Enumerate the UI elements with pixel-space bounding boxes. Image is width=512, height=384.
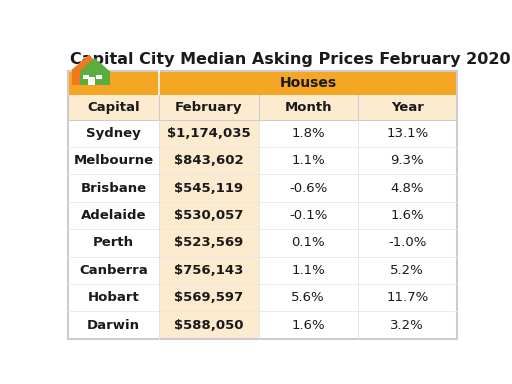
Text: $523,569: $523,569 (174, 237, 244, 250)
Text: $756,143: $756,143 (174, 264, 244, 277)
Text: Perth: Perth (93, 237, 134, 250)
Text: Brisbane: Brisbane (80, 182, 147, 195)
Text: -0.6%: -0.6% (289, 182, 327, 195)
Text: -1.0%: -1.0% (388, 237, 426, 250)
Text: 1.6%: 1.6% (291, 319, 325, 332)
Bar (80, 71, 110, 84)
Bar (68, 120, 159, 147)
Bar (358, 202, 457, 229)
Bar (358, 284, 457, 311)
Bar (96, 75, 102, 79)
Bar (259, 202, 358, 229)
Bar (259, 120, 358, 147)
Bar (358, 257, 457, 284)
Bar (68, 257, 159, 284)
Text: Capital: Capital (88, 101, 140, 114)
Bar (259, 284, 358, 311)
Text: -0.1%: -0.1% (289, 209, 327, 222)
Text: 9.3%: 9.3% (391, 154, 424, 167)
Bar (259, 147, 358, 174)
Bar (68, 147, 159, 174)
Text: Month: Month (284, 101, 332, 114)
Bar (159, 202, 259, 229)
Bar (358, 120, 457, 147)
Text: 1.6%: 1.6% (391, 209, 424, 222)
Bar (88, 77, 95, 84)
Bar (68, 229, 159, 257)
Text: 13.1%: 13.1% (386, 127, 429, 140)
Text: February: February (175, 101, 243, 114)
Bar (159, 284, 259, 311)
Text: Hobart: Hobart (88, 291, 140, 304)
Text: $569,597: $569,597 (175, 291, 244, 304)
Bar (68, 284, 159, 311)
Bar (358, 311, 457, 339)
Text: 5.2%: 5.2% (390, 264, 424, 277)
Bar (72, 69, 105, 84)
Polygon shape (72, 55, 105, 70)
Text: Capital City Median Asking Prices February 2020: Capital City Median Asking Prices Februa… (70, 52, 510, 67)
Bar (358, 147, 457, 174)
Text: $1,174,035: $1,174,035 (167, 127, 251, 140)
Text: Adelaide: Adelaide (81, 209, 146, 222)
Bar (68, 174, 159, 202)
Text: Houses: Houses (280, 76, 337, 90)
Text: Melbourne: Melbourne (74, 154, 154, 167)
Bar (358, 96, 457, 120)
Text: $530,057: $530,057 (174, 209, 244, 222)
Text: 4.8%: 4.8% (391, 182, 424, 195)
Bar (159, 147, 259, 174)
Bar (68, 71, 159, 96)
Text: Year: Year (391, 101, 424, 114)
Polygon shape (80, 58, 110, 71)
Text: Sydney: Sydney (87, 127, 141, 140)
Bar (259, 174, 358, 202)
Bar (68, 202, 159, 229)
Bar (68, 311, 159, 339)
Bar (159, 96, 259, 120)
Bar (159, 229, 259, 257)
Text: 3.2%: 3.2% (390, 319, 424, 332)
Bar (82, 75, 89, 79)
Bar (259, 257, 358, 284)
Bar (68, 96, 159, 120)
Text: $588,050: $588,050 (174, 319, 244, 332)
Bar (358, 229, 457, 257)
Bar (358, 174, 457, 202)
Text: $843,602: $843,602 (174, 154, 244, 167)
Bar (159, 174, 259, 202)
Bar (259, 96, 358, 120)
Text: 5.6%: 5.6% (291, 291, 325, 304)
Bar (159, 311, 259, 339)
Bar (159, 257, 259, 284)
Bar (259, 311, 358, 339)
Text: 1.1%: 1.1% (291, 154, 325, 167)
Text: 0.1%: 0.1% (291, 237, 325, 250)
Text: 1.1%: 1.1% (291, 264, 325, 277)
Text: Canberra: Canberra (79, 264, 148, 277)
Bar (259, 229, 358, 257)
Text: 11.7%: 11.7% (386, 291, 429, 304)
Text: 1.8%: 1.8% (291, 127, 325, 140)
Bar (159, 71, 457, 96)
Text: Darwin: Darwin (87, 319, 140, 332)
Text: $545,119: $545,119 (175, 182, 244, 195)
Bar (159, 120, 259, 147)
